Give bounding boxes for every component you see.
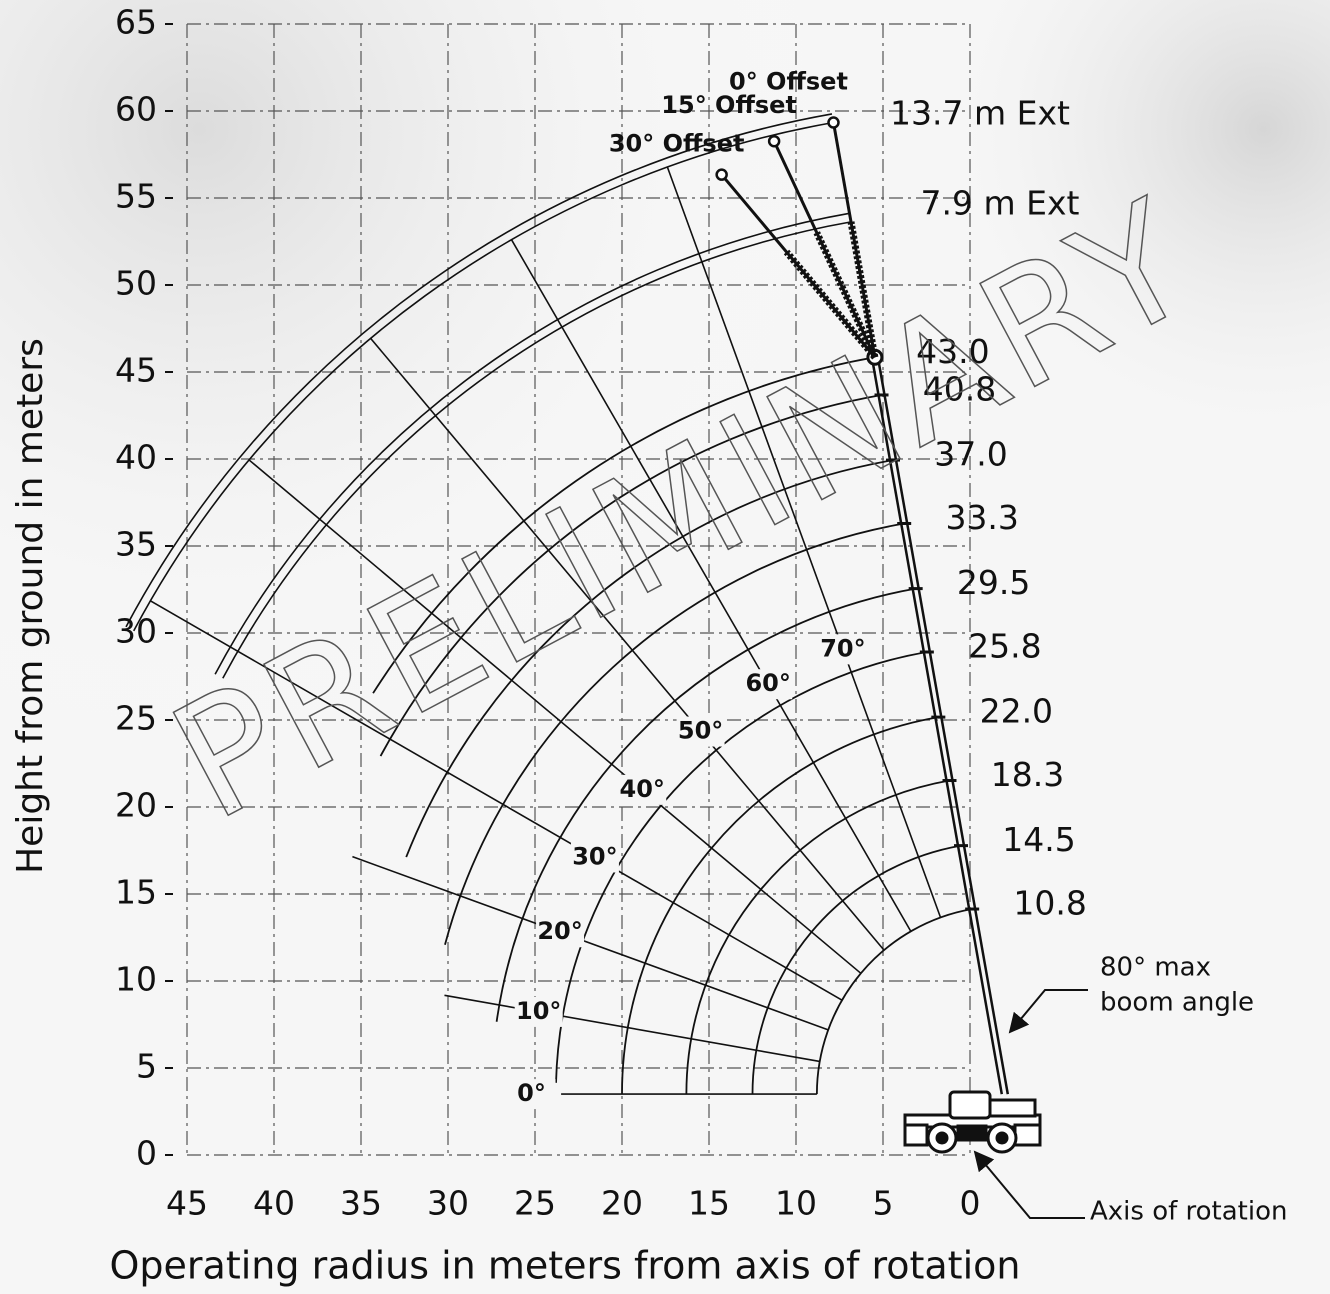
x-axis-title: Operating radius in meters from axis of …: [110, 1244, 1021, 1288]
angle-line: [149, 600, 843, 1001]
x-tick-label: 0: [960, 1184, 981, 1223]
boom-chord: [870, 357, 1004, 1095]
angle-line: [444, 994, 820, 1063]
boom-length-label: 37.0: [934, 435, 1007, 474]
crane-carrier: [903, 1090, 1042, 1154]
y-tick-label: 30: [115, 612, 157, 651]
angle-label-bg: [536, 917, 585, 948]
boom-length-label: 29.5: [957, 563, 1030, 602]
angle-label-bg: [676, 716, 725, 747]
x-tick-label: 5: [873, 1184, 894, 1223]
jib-tip: [715, 168, 728, 181]
angle-label-bg: [618, 774, 667, 805]
y-tick-label: 25: [115, 699, 157, 738]
angle-label: 0°: [517, 1079, 546, 1107]
jib-base-section: [783, 249, 878, 360]
y-tick-label: 40: [115, 438, 157, 477]
labels: 10.8 14.5 18.3 22.0 25.8 29.5 33.3 37.0 40.843.0…: [507, 68, 1087, 1110]
boom-length-arc: [444, 522, 905, 945]
x-tick-label: 20: [601, 1184, 643, 1223]
extension-arc: [132, 121, 834, 632]
offset-label: 15° Offset: [661, 91, 797, 119]
x-tick-label: 35: [340, 1184, 382, 1223]
y-tick-label: 5: [136, 1047, 157, 1086]
x-tick-label: 30: [427, 1184, 469, 1223]
boom-length-label: 40.8: [923, 369, 996, 408]
x-tick-label: 45: [166, 1184, 208, 1223]
angle-label-bg: [818, 634, 867, 665]
jib-tip: [767, 134, 781, 148]
y-tick-label: 55: [115, 177, 157, 216]
y-tick-label: 10: [115, 960, 157, 999]
boom-length-label: 10.8: [1013, 884, 1086, 923]
angle-label-bg: [570, 842, 619, 873]
leader-line: [973, 1150, 1085, 1219]
leader-line: [1008, 989, 1088, 1034]
extension-label: 7.9 m Ext: [921, 184, 1080, 223]
offset-label: 30° Offset: [609, 130, 745, 158]
y-tick-label: 60: [115, 90, 157, 129]
angle-label: 50°: [678, 717, 723, 745]
boom-length-label: 33.3: [945, 498, 1018, 537]
angle-label: 10°: [516, 997, 561, 1025]
y-tick-label: 15: [115, 873, 157, 912]
extension-arc: [125, 113, 833, 628]
boom-length-arc: [379, 394, 882, 757]
y-tick-label: 20: [115, 786, 157, 825]
angle-label: 40°: [620, 775, 665, 803]
boom-length-label: 18.3: [991, 755, 1064, 794]
boom-length-arc: [815, 908, 973, 1095]
jib-base-section: [847, 221, 879, 358]
x-tick-label: 40: [253, 1184, 295, 1223]
jib: [772, 140, 877, 358]
y-tick-label: 0: [136, 1134, 157, 1173]
extension-arc: [222, 221, 852, 679]
annotation: 80° max: [1100, 953, 1211, 983]
angle-line: [370, 337, 885, 951]
angle-label: 20°: [537, 917, 582, 945]
y-tick-label: 45: [115, 351, 157, 390]
angle-line: [510, 239, 912, 932]
y-axis-title: Height from ground in meters: [10, 338, 51, 874]
boom-length-label: 14.5: [1002, 820, 1075, 859]
boom-length-arc: [372, 356, 876, 694]
boom-length-label: 43.0: [916, 332, 989, 371]
angle-label-bg: [507, 1079, 556, 1110]
y-tick-label: 50: [115, 264, 157, 303]
y-tick-label: 65: [115, 3, 157, 42]
boom-length-label: 22.0: [980, 692, 1053, 731]
jib-base-section: [813, 231, 879, 359]
angle-label: 30°: [572, 842, 617, 870]
annotation: Axis of rotation: [1090, 1197, 1288, 1227]
boom-length-arc: [495, 587, 916, 1022]
boom-length-arc: [405, 459, 894, 858]
x-tick-label: 10: [775, 1184, 817, 1223]
boom-length-label: 25.8: [968, 627, 1041, 666]
angle-label-bg: [514, 996, 563, 1027]
jib: [720, 173, 877, 359]
annotation: boom angle: [1100, 988, 1254, 1018]
boom-chord: [876, 357, 1010, 1095]
angle-label-bg: [744, 669, 793, 700]
jib-tip: [827, 116, 840, 129]
x-tick-label: 25: [514, 1184, 556, 1223]
angle-line: [248, 459, 862, 974]
boom: [715, 116, 1010, 1095]
offset-label: 0° Offset: [729, 68, 848, 96]
x-tick-label: 15: [688, 1184, 730, 1223]
angle-label: 70°: [820, 634, 865, 662]
y-tick-label: 35: [115, 525, 157, 564]
range-arcs: [125, 113, 973, 1095]
extension-arc: [214, 212, 850, 675]
angle-label: 60°: [745, 669, 790, 697]
extension-label: 13.7 m Ext: [890, 94, 1070, 133]
angle-line: [352, 855, 829, 1031]
jib: [832, 122, 877, 358]
angle-line: [666, 166, 942, 918]
